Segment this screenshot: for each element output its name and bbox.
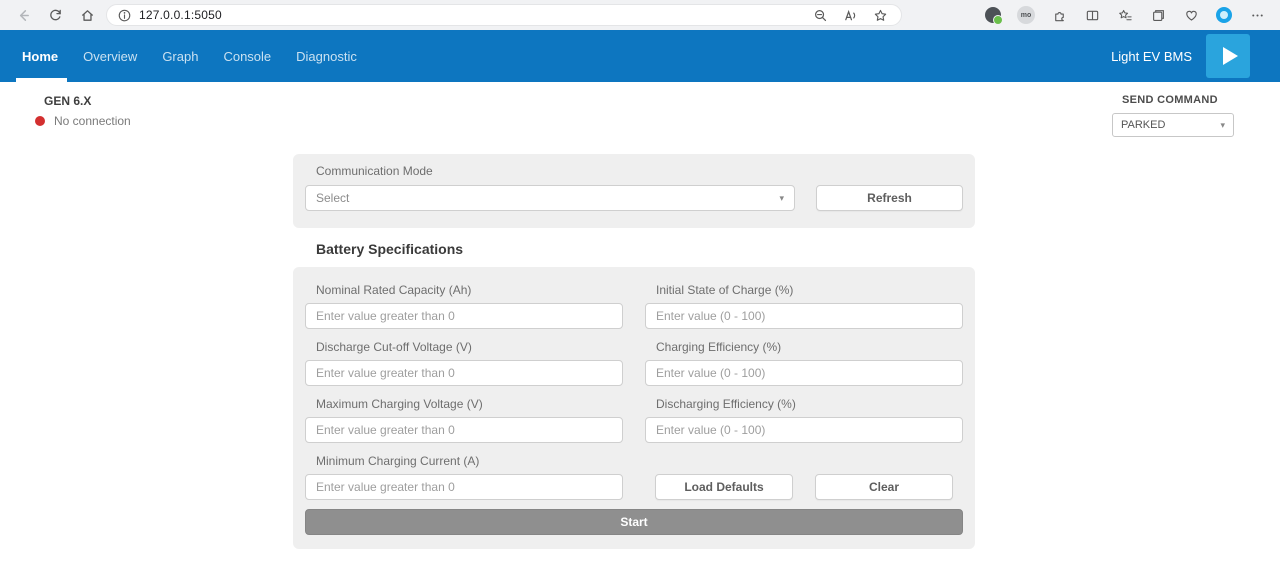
communication-mode-label: Communication Mode [316,164,433,178]
connection-status-text: No connection [54,114,131,128]
chevron-down-icon: ▾ [779,192,784,203]
discharging-efficiency-input[interactable] [645,417,963,443]
initial-soc-label: Initial State of Charge (%) [656,283,794,297]
device-model-label: GEN 6.X [44,94,92,108]
profile-avatar[interactable]: mo [1013,4,1039,26]
charging-efficiency-label: Charging Efficiency (%) [656,340,782,354]
collections-icon[interactable] [1145,4,1171,26]
communication-mode-panel: Communication Mode Select ▾ Refresh [293,154,975,228]
send-command-group: SEND COMMAND PARKED ▾ [1112,94,1234,137]
battery-specifications-heading: Battery Specifications [316,241,464,257]
url-text[interactable]: 127.0.0.1:5050 [139,8,222,22]
extensions-puzzle-icon[interactable] [1046,4,1072,26]
clear-button[interactable]: Clear [815,474,953,500]
favorites-icon[interactable] [1112,4,1138,26]
nominal-rated-capacity-label: Nominal Rated Capacity (Ah) [316,283,472,297]
charging-efficiency-input[interactable] [645,360,963,386]
minimum-charging-current-label: Minimum Charging Current (A) [316,454,480,468]
tab-diagnostic[interactable]: Diagnostic [296,48,357,64]
refresh-button[interactable]: Refresh [816,185,963,211]
communication-mode-select[interactable]: Select ▾ [305,185,795,211]
browser-essentials-icon[interactable] [1178,4,1204,26]
nav-tabs: Home Overview Graph Console Diagnostic [15,30,359,82]
app-navbar: Home Overview Graph Console Diagnostic L… [0,30,1280,82]
refresh-icon[interactable] [42,4,68,26]
chrome-toolbar-right: mo [908,4,1270,26]
battery-actions-row: Load Defaults Clear [645,474,963,500]
communication-mode-selected-value: Select [316,191,350,205]
extension-badge-icon[interactable] [980,4,1006,26]
back-icon[interactable] [10,4,36,26]
maximum-charging-voltage-input[interactable] [305,417,623,443]
zoom-out-icon[interactable] [807,4,833,26]
battery-right-column: Initial State of Charge (%) Charging Eff… [645,283,963,500]
load-defaults-button[interactable]: Load Defaults [655,474,793,500]
favorite-star-icon[interactable] [867,4,893,26]
battery-left-column: Nominal Rated Capacity (Ah) Discharge Cu… [305,283,623,500]
discharge-cutoff-voltage-label: Discharge Cut-off Voltage (V) [316,340,472,354]
send-command-dropdown[interactable]: PARKED ▾ [1112,113,1234,137]
tab-overview[interactable]: Overview [83,48,138,64]
address-bar[interactable]: 127.0.0.1:5050 [106,4,902,26]
copilot-icon[interactable] [1211,4,1237,26]
split-screen-icon[interactable] [1079,4,1105,26]
discharge-cutoff-voltage-input[interactable] [305,360,623,386]
nominal-rated-capacity-input[interactable] [305,303,623,329]
start-button[interactable]: Start [305,509,963,535]
battery-specifications-panel: Nominal Rated Capacity (Ah) Discharge Cu… [293,267,975,549]
home-icon[interactable] [74,4,100,26]
site-info-icon[interactable] [115,4,133,26]
nav-right: Light EV BMS [1111,30,1250,82]
minimum-charging-current-input[interactable] [305,474,623,500]
maximum-charging-voltage-label: Maximum Charging Voltage (V) [316,397,483,411]
play-triangle-icon [1222,47,1238,65]
tab-home[interactable]: Home [15,30,68,82]
initial-soc-input[interactable] [645,303,963,329]
connection-status: No connection [35,114,131,128]
browser-chrome: 127.0.0.1:5050 mo [0,0,1280,30]
read-aloud-icon[interactable] [837,4,863,26]
chevron-down-icon: ▾ [1220,119,1225,130]
tab-console[interactable]: Console [223,48,272,64]
send-command-label: SEND COMMAND [1122,94,1218,106]
brand-title: Light EV BMS [1111,48,1192,64]
connection-status-dot [35,116,45,126]
address-bar-actions [807,4,893,26]
tab-graph[interactable]: Graph [162,48,199,64]
main-content: GEN 6.X No connection SEND COMMAND PARKE… [0,82,1280,584]
discharging-efficiency-label: Discharging Efficiency (%) [656,397,796,411]
send-command-value: PARKED [1121,119,1166,131]
app-logo [1206,34,1250,78]
settings-more-icon[interactable] [1244,4,1270,26]
